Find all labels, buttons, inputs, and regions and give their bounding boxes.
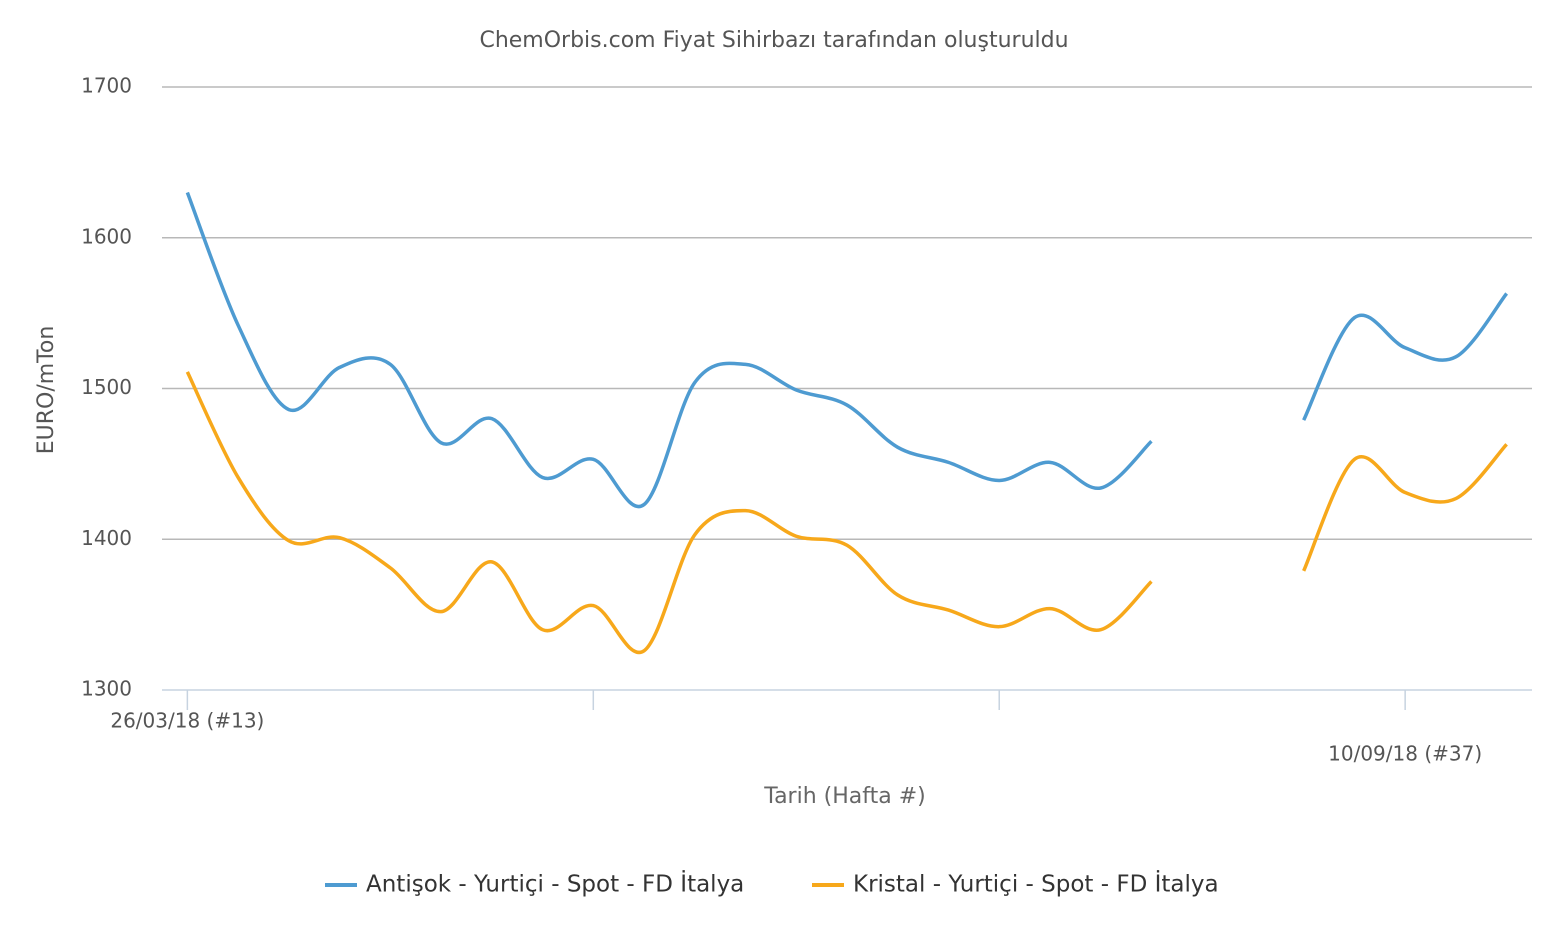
legend-label: Kristal - Yurtiçi - Spot - FD İtalya bbox=[853, 870, 1219, 898]
x-axis-label: Tarih (Hafta #) bbox=[763, 784, 925, 809]
y-tick-label: 1400 bbox=[81, 526, 132, 550]
legend-label: Antişok - Yurtiçi - Spot - FD İtalya bbox=[366, 870, 744, 898]
y-axis-label: EURO/mTon bbox=[34, 326, 59, 455]
x-tick-label: 10/09/18 (#37) bbox=[1328, 742, 1482, 766]
x-tick-label: 26/03/18 (#13) bbox=[110, 709, 264, 733]
y-tick-label: 1300 bbox=[81, 677, 132, 701]
y-tick-label: 1700 bbox=[81, 74, 132, 98]
y-tick-label: 1500 bbox=[81, 375, 132, 399]
chart-title: ChemOrbis.com Fiyat Sihirbazı tarafından… bbox=[479, 28, 1068, 53]
y-tick-label: 1600 bbox=[81, 224, 132, 248]
series-line bbox=[185, 371, 1508, 655]
series-line bbox=[185, 191, 1509, 509]
